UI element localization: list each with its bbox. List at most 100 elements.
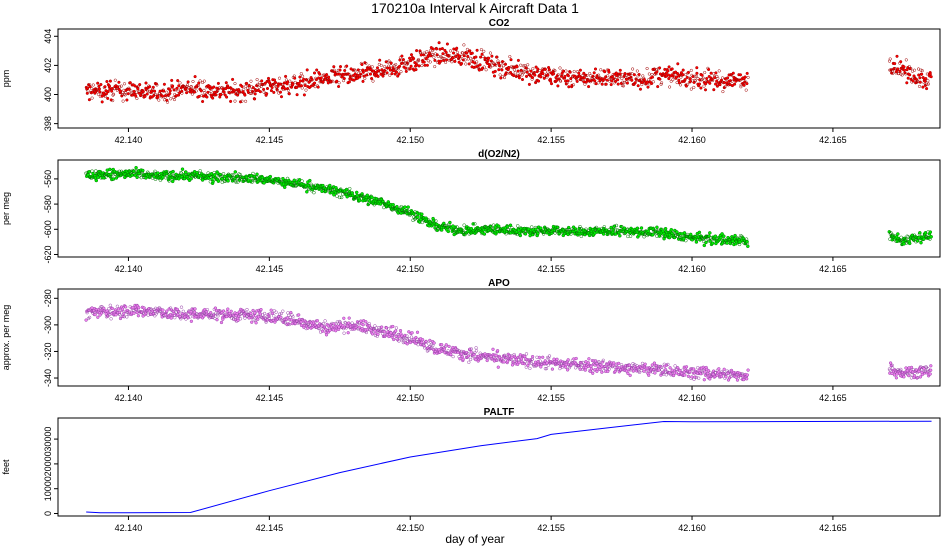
data-point [615, 72, 618, 75]
data-point [263, 312, 266, 315]
data-point [906, 235, 909, 238]
data-point [546, 356, 549, 359]
data-point [705, 241, 708, 244]
data-point [407, 206, 410, 209]
data-point [648, 73, 651, 76]
data-point [579, 69, 582, 72]
data-point [272, 315, 275, 318]
data-point [492, 348, 495, 351]
data-point [241, 85, 244, 88]
data-point [513, 69, 516, 72]
data-point [245, 82, 248, 85]
data-point [339, 65, 342, 68]
data-point [96, 316, 99, 319]
data-point [746, 240, 749, 243]
data-point [452, 52, 455, 55]
data-point [647, 86, 650, 89]
data-point [254, 93, 257, 96]
data-point [273, 91, 276, 94]
data-point [465, 63, 468, 66]
data-point [409, 341, 412, 344]
data-point [101, 101, 104, 104]
data-point [404, 67, 407, 70]
x-tick-label: 42.145 [256, 264, 284, 274]
data-point [658, 369, 661, 372]
data-point [234, 170, 237, 173]
data-point [362, 323, 365, 326]
data-point [659, 78, 662, 81]
data-point [721, 77, 724, 80]
data-point [165, 91, 168, 94]
data-point [897, 68, 900, 71]
data-point [718, 70, 721, 73]
data-point [521, 78, 524, 81]
data-point [504, 63, 507, 66]
data-point [674, 365, 677, 368]
data-point [658, 67, 661, 70]
data-point [343, 77, 346, 80]
data-point [475, 349, 478, 352]
data-point [269, 175, 272, 178]
data-point [248, 85, 251, 88]
data-point [371, 66, 374, 69]
data-point [608, 71, 611, 74]
data-point [127, 92, 130, 95]
data-point [656, 85, 659, 88]
data-point [588, 357, 591, 360]
data-point [617, 83, 620, 86]
data-point [689, 370, 692, 373]
data-point [222, 310, 225, 313]
data-point [575, 357, 578, 360]
data-point [145, 82, 148, 85]
data-point [371, 333, 374, 336]
data-point [498, 65, 501, 68]
data-point [594, 68, 597, 71]
data-point [523, 362, 526, 365]
data-point [703, 85, 706, 88]
data-point [212, 180, 215, 183]
data-point [447, 230, 450, 233]
data-point [112, 178, 115, 181]
data-point [603, 70, 606, 73]
data-point [262, 88, 265, 91]
data-point [636, 70, 639, 73]
data-point [394, 330, 397, 333]
data-point [400, 70, 403, 73]
data-point [409, 67, 412, 70]
data-point [148, 85, 151, 88]
series-line [86, 421, 931, 513]
x-tick-label: 42.140 [115, 264, 143, 274]
data-point [541, 356, 544, 359]
data-point [689, 77, 692, 80]
data-point [526, 64, 529, 67]
data-point [654, 372, 657, 375]
data-point [536, 70, 539, 73]
data-point [517, 70, 520, 73]
data-point [129, 81, 132, 84]
data-point [722, 235, 725, 238]
data-point [746, 82, 749, 85]
data-point [94, 313, 97, 316]
data-point [626, 82, 629, 85]
data-point [708, 235, 711, 238]
data-point [519, 64, 522, 67]
data-point [599, 69, 602, 72]
data-point [675, 231, 678, 234]
data-point [684, 78, 687, 81]
data-point [158, 99, 161, 102]
y-tick-label: -580 [43, 195, 53, 213]
data-point [304, 84, 307, 87]
data-point [536, 232, 539, 235]
data-point [392, 203, 395, 206]
data-point [668, 86, 671, 89]
data-point [305, 190, 308, 193]
data-point [470, 351, 473, 354]
data-point [362, 71, 365, 74]
data-point [714, 235, 717, 238]
data-point [288, 93, 291, 96]
y-tick-label: 398 [43, 116, 53, 131]
data-point [910, 366, 913, 369]
data-point [320, 77, 323, 80]
y-tick-label: 0 [43, 511, 53, 516]
data-point [494, 70, 497, 73]
